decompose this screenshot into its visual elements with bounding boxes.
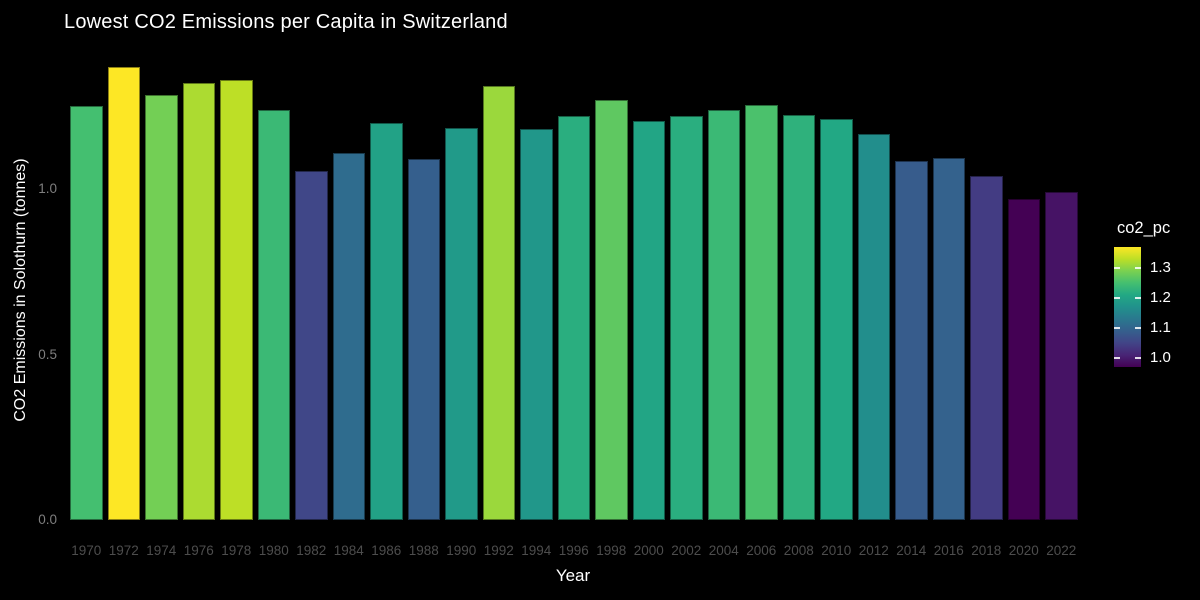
x-tick-label: 1990 bbox=[446, 543, 477, 558]
bar-1996 bbox=[557, 116, 590, 520]
legend-tick-label: 1.2 bbox=[1150, 289, 1171, 306]
bar-1990 bbox=[445, 127, 478, 520]
x-tick-label: 1972 bbox=[108, 543, 139, 558]
x-tick-label: 1970 bbox=[71, 543, 102, 558]
x-tick-label: 1978 bbox=[221, 543, 252, 558]
x-tick-label: 1992 bbox=[483, 543, 514, 558]
y-axis-title: CO2 Emissions in Solothurn (tonnes) bbox=[12, 158, 29, 422]
x-tick-label: 2020 bbox=[1008, 543, 1039, 558]
bar-2010 bbox=[820, 119, 853, 520]
bar-2018 bbox=[970, 175, 1003, 520]
legend-tick-mark bbox=[1135, 297, 1141, 299]
legend-tick-mark bbox=[1114, 327, 1120, 329]
x-tick-label: 2016 bbox=[933, 543, 964, 558]
x-tick-label: 1996 bbox=[558, 543, 589, 558]
legend-tick-mark bbox=[1135, 357, 1141, 359]
bar-1980 bbox=[257, 109, 290, 520]
bar-1976 bbox=[182, 83, 215, 520]
bar-1982 bbox=[295, 170, 328, 520]
y-tick-label: 0.5 bbox=[38, 346, 57, 362]
bar-2022 bbox=[1045, 192, 1078, 520]
x-tick-label: 2012 bbox=[858, 543, 889, 558]
y-tick-label: 0.0 bbox=[38, 512, 57, 527]
bar-1998 bbox=[595, 99, 628, 520]
x-tick-label: 2022 bbox=[1046, 543, 1077, 558]
x-tick-label: 2018 bbox=[971, 543, 1002, 558]
legend-title: co2_pc bbox=[1117, 219, 1171, 237]
x-tick-label: 2002 bbox=[671, 543, 702, 558]
legend-tick-label: 1.0 bbox=[1150, 349, 1171, 366]
bar-2014 bbox=[895, 160, 928, 520]
bar-1978 bbox=[220, 79, 253, 520]
x-tick-label: 1998 bbox=[596, 543, 627, 558]
x-tick-label: 1980 bbox=[258, 543, 289, 558]
bar-2002 bbox=[670, 116, 703, 520]
bar-1988 bbox=[407, 159, 440, 520]
legend-tick-mark bbox=[1135, 267, 1141, 269]
bar-1986 bbox=[370, 122, 403, 520]
bar-1994 bbox=[520, 129, 553, 520]
bar-2008 bbox=[782, 114, 815, 520]
bar-1970 bbox=[70, 106, 103, 520]
bar-2000 bbox=[632, 121, 665, 520]
x-tick-label: 2004 bbox=[708, 543, 739, 558]
bar-2004 bbox=[707, 109, 740, 520]
legend-colorbar bbox=[1114, 247, 1141, 367]
x-tick-label: 1974 bbox=[146, 543, 177, 558]
bar-1992 bbox=[482, 86, 515, 520]
x-tick-label: 2006 bbox=[746, 543, 777, 558]
x-tick-label: 2010 bbox=[821, 543, 852, 558]
legend-tick-mark bbox=[1114, 297, 1120, 299]
bar-2020 bbox=[1007, 198, 1040, 520]
x-tick-label: 2014 bbox=[896, 543, 927, 558]
legend-tick-mark bbox=[1114, 357, 1120, 359]
legend-tick-label: 1.3 bbox=[1150, 259, 1171, 276]
bar-2016 bbox=[932, 157, 965, 520]
x-tick-label: 2000 bbox=[633, 543, 664, 558]
bar-2012 bbox=[857, 134, 890, 520]
x-tick-label: 1994 bbox=[521, 543, 552, 558]
legend-tick-mark bbox=[1114, 267, 1120, 269]
x-tick-label: 1988 bbox=[408, 543, 439, 558]
x-tick-label: 1976 bbox=[183, 543, 214, 558]
chart-title: Lowest CO2 Emissions per Capita in Switz… bbox=[64, 11, 508, 33]
bar-1974 bbox=[145, 94, 178, 520]
bar-2006 bbox=[745, 104, 778, 520]
legend-tick-label: 1.1 bbox=[1150, 319, 1171, 336]
x-tick-label: 1986 bbox=[371, 543, 402, 558]
x-tick-label: 1984 bbox=[333, 543, 364, 558]
y-tick-label: 1.0 bbox=[38, 181, 57, 196]
x-axis-title: Year bbox=[555, 566, 591, 585]
x-tick-label: 1982 bbox=[296, 543, 327, 558]
bar-1984 bbox=[332, 152, 365, 520]
x-tick-label: 2008 bbox=[783, 543, 814, 558]
bar-1972 bbox=[107, 66, 140, 520]
legend-tick-mark bbox=[1135, 327, 1141, 329]
